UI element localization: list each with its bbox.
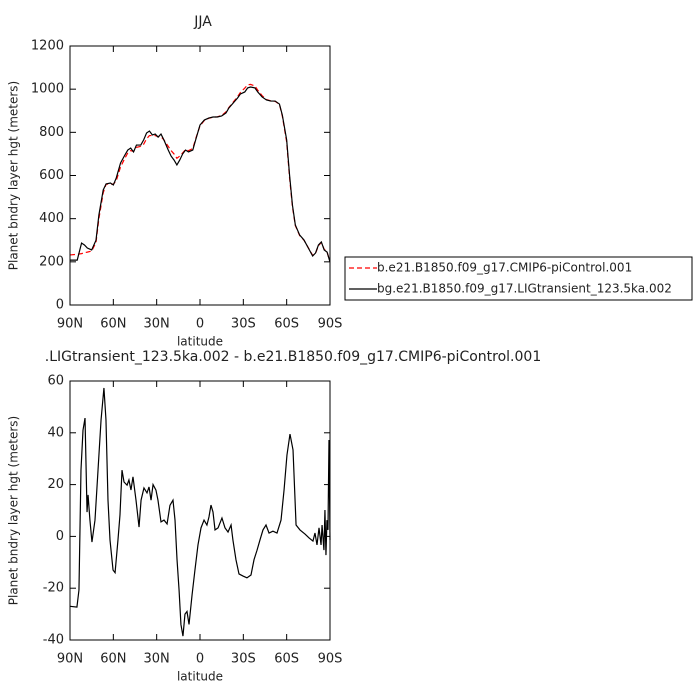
y-axis-label: Planet bndry layer hgt (meters) <box>7 81 21 271</box>
data-line <box>69 387 331 637</box>
plot-frame <box>69 45 331 306</box>
y-tick-label: 20 <box>47 477 64 492</box>
x-tick-label: 30S <box>231 317 256 332</box>
data-line <box>69 83 331 263</box>
x-axis-label: latitude <box>177 335 223 349</box>
y-tick-label: 800 <box>39 125 64 140</box>
y-axis-label: Planet bndry layer hgt (meters) <box>7 416 21 606</box>
x-tick-label: 30N <box>144 652 170 667</box>
y-tick-label: 1000 <box>31 82 64 97</box>
y-tick-label: 40 <box>47 425 64 440</box>
y-tick-label: 400 <box>39 211 64 226</box>
y-tick-label: 0 <box>56 529 64 544</box>
x-tick-label: 0 <box>196 652 204 667</box>
x-tick-label: 60N <box>100 652 126 667</box>
legend-label: bg.e21.B1850.f09_g17.LIGtransient_123.5k… <box>377 282 672 296</box>
y-tick-label: -40 <box>43 633 64 648</box>
y-tick-label: 0 <box>56 298 64 313</box>
x-tick-label: 90N <box>57 317 83 332</box>
x-tick-label: 90S <box>318 317 343 332</box>
x-tick-label: 60S <box>274 652 299 667</box>
y-tick-label: 200 <box>39 254 64 269</box>
y-tick-label: -20 <box>43 581 64 596</box>
chart-title: JJA <box>193 14 212 30</box>
x-axis-label: latitude <box>177 670 223 684</box>
x-tick-label: 90N <box>57 652 83 667</box>
x-tick-label: 30N <box>144 317 170 332</box>
legend-box <box>344 256 693 301</box>
x-tick-label: 90S <box>318 652 343 667</box>
chart-title: .LIGtransient_123.5ka.002 - b.e21.B1850.… <box>45 349 541 365</box>
x-tick-label: 60N <box>100 317 126 332</box>
x-tick-label: 60S <box>274 317 299 332</box>
x-tick-label: 30S <box>231 652 256 667</box>
y-tick-label: 600 <box>39 168 64 183</box>
x-tick-label: 0 <box>196 317 204 332</box>
y-tick-label: 60 <box>47 374 64 389</box>
y-tick-label: 1200 <box>31 39 64 54</box>
data-line <box>70 86 331 263</box>
legend-label: b.e21.B1850.f09_g17.CMIP6-piControl.001 <box>377 261 632 275</box>
